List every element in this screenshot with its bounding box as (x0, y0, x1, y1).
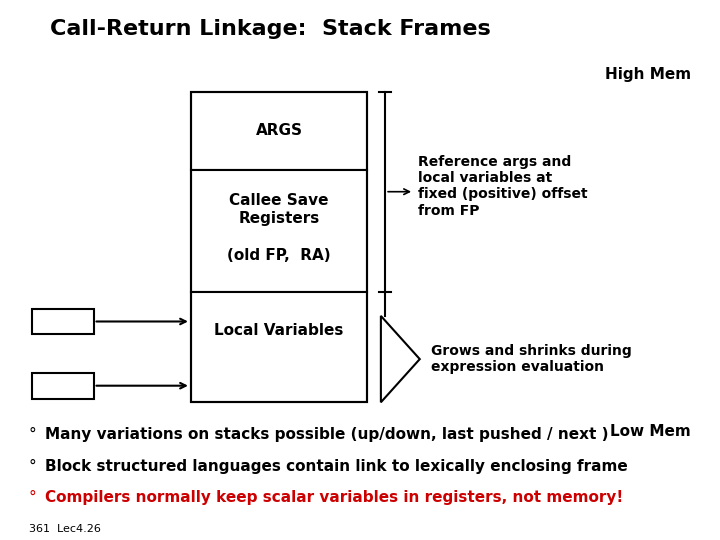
Text: Local Variables: Local Variables (215, 323, 343, 338)
Bar (32, 308, 94, 334)
Text: Callee Save: Callee Save (229, 193, 329, 208)
Bar (191, 292, 367, 402)
Text: Compilers normally keep scalar variables in registers, not memory!: Compilers normally keep scalar variables… (45, 490, 623, 505)
Bar (32, 373, 94, 399)
Text: °: ° (29, 458, 37, 474)
Text: °: ° (29, 490, 37, 505)
Text: Low Mem: Low Mem (611, 424, 691, 439)
Text: FP: FP (53, 314, 73, 329)
Polygon shape (381, 316, 420, 402)
Text: Reference args and
local variables at
fixed (positive) offset
from FP: Reference args and local variables at fi… (418, 155, 588, 218)
Text: High Mem: High Mem (605, 68, 691, 83)
Text: 361  Lec4.26: 361 Lec4.26 (29, 523, 101, 534)
Text: ARGS: ARGS (256, 124, 302, 138)
Bar (191, 170, 367, 292)
Text: (old FP,  RA): (old FP, RA) (228, 248, 330, 262)
Text: Grows and shrinks during
expression evaluation: Grows and shrinks during expression eval… (431, 344, 631, 374)
Bar (191, 92, 367, 402)
Bar (191, 92, 367, 170)
Text: Block structured languages contain link to lexically enclosing frame: Block structured languages contain link … (45, 458, 627, 474)
Text: Many variations on stacks possible (up/down, last pushed / next ): Many variations on stacks possible (up/d… (45, 427, 608, 442)
Text: SP: SP (52, 378, 74, 393)
Text: °: ° (29, 427, 37, 442)
Text: Call-Return Linkage:  Stack Frames: Call-Return Linkage: Stack Frames (50, 19, 491, 39)
Text: Registers: Registers (238, 211, 320, 226)
